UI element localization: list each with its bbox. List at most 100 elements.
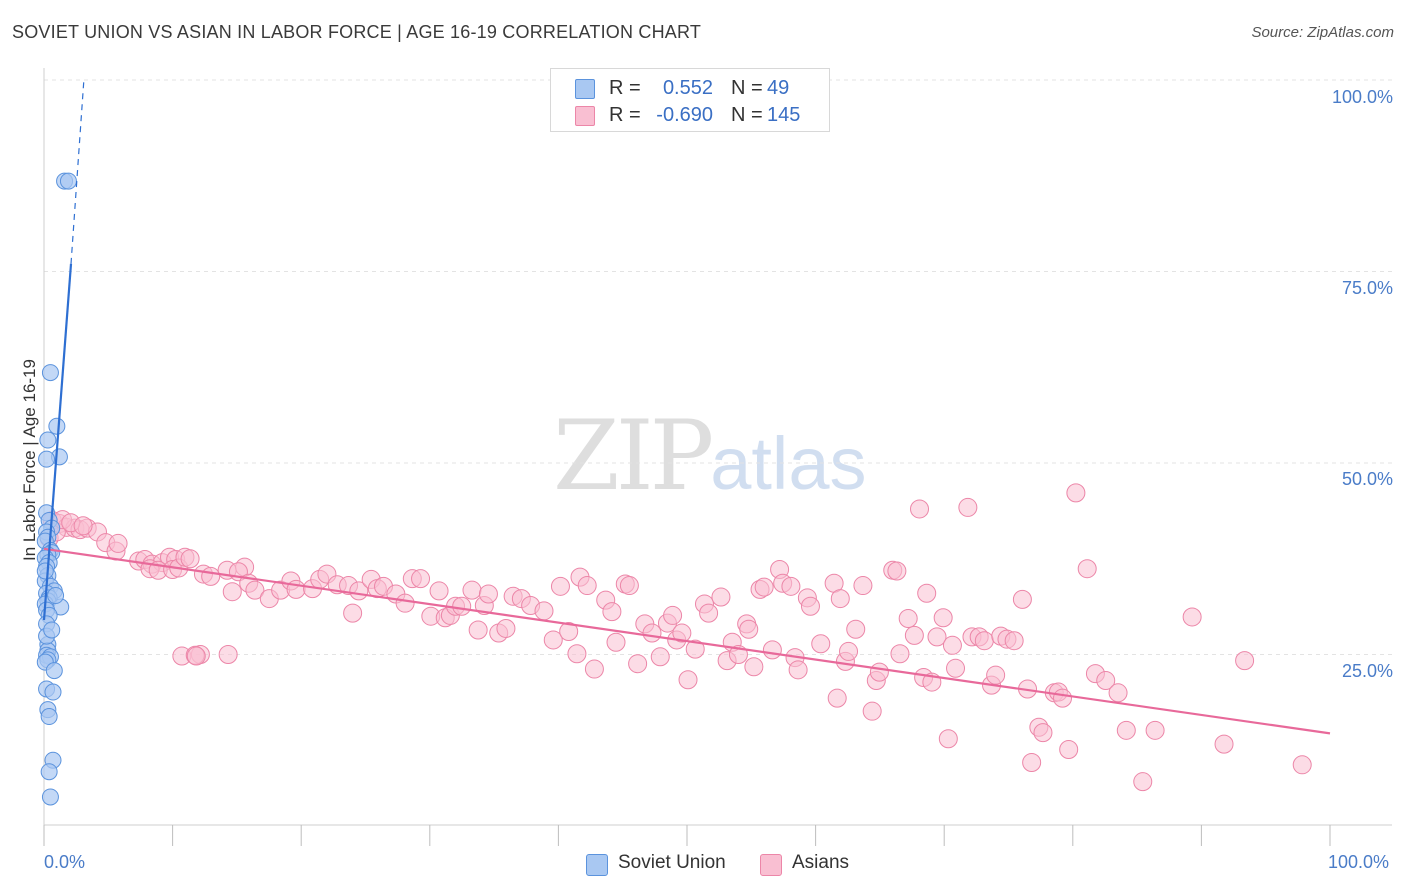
x-tick-label-min: 0.0% <box>44 852 86 872</box>
asian-point <box>619 576 639 596</box>
soviet-point <box>38 450 56 468</box>
legend-n-value: 49 <box>767 77 790 99</box>
asian-point <box>559 622 579 642</box>
asian-point <box>577 576 597 596</box>
asian-point <box>218 645 238 664</box>
asian-point <box>927 627 947 647</box>
soviet-point <box>48 417 66 435</box>
asian-point <box>986 665 1006 685</box>
y-tick-label-100: 100.0% <box>1331 87 1393 107</box>
asian-point <box>946 658 966 678</box>
asian-point <box>788 660 808 680</box>
legend-r-label: R = <box>609 104 641 126</box>
asian-point <box>1235 651 1255 671</box>
asian-point <box>830 589 850 609</box>
asian-point <box>685 639 705 659</box>
soviet-point <box>45 662 63 680</box>
asian-point <box>762 640 782 660</box>
asian-point <box>800 596 820 616</box>
asian-point <box>890 644 910 664</box>
asian-point <box>186 646 206 666</box>
asian-point <box>343 603 363 623</box>
asian-point <box>678 670 698 690</box>
x-tick-label-max: 100.0% <box>1328 852 1390 872</box>
asian-point <box>739 619 759 639</box>
asian-point <box>108 533 128 553</box>
axes <box>43 68 1392 846</box>
asian-point <box>1066 483 1086 503</box>
asian-point <box>1116 720 1136 740</box>
soviet-point <box>41 788 59 806</box>
legend-n-value: 145 <box>767 104 801 126</box>
legend-n-label: N = <box>731 77 763 99</box>
asian-point <box>699 603 719 623</box>
y-tick-label-25: 25.0% <box>1341 661 1393 681</box>
asian-point <box>958 497 978 517</box>
asian-point <box>429 581 449 601</box>
asian-trend-line <box>43 547 1331 735</box>
asian-point <box>1182 607 1202 627</box>
asian-point <box>478 584 498 604</box>
asian-point <box>869 662 889 682</box>
asian-point <box>201 566 221 586</box>
asian-point <box>672 623 692 643</box>
soviet-point <box>40 708 58 726</box>
watermark-zip: ZIP <box>553 400 714 512</box>
asian-point <box>846 619 866 639</box>
bottom-legend-swatch-soviet <box>586 854 608 876</box>
asian-point <box>1022 753 1042 773</box>
asian-point <box>1133 772 1153 792</box>
asian-point <box>711 587 731 607</box>
asian-point <box>395 593 415 613</box>
asian-point <box>974 631 994 651</box>
asian-point <box>1292 755 1312 775</box>
legend-r-value: -0.690 <box>656 104 713 126</box>
asian-point <box>1214 734 1234 754</box>
asian-point <box>567 644 587 664</box>
asian-point <box>452 596 472 616</box>
bottom-legend-label-soviet: Soviet Union <box>618 852 726 873</box>
asian-point <box>1012 589 1032 609</box>
asian-point <box>917 583 937 603</box>
asian-point <box>180 549 200 569</box>
soviet-trend-extension <box>70 79 85 264</box>
asian-point <box>811 634 831 654</box>
soviet-point <box>47 587 65 605</box>
asian-point <box>606 632 626 652</box>
asian-point <box>853 576 873 596</box>
correlation-legend: R = 0.552 N = 49 R = -0.690 N = 145 <box>550 68 830 132</box>
asian-point <box>827 688 847 708</box>
asian-point <box>898 608 918 628</box>
asian-point <box>1053 688 1073 708</box>
asian-point <box>744 657 764 677</box>
source-label: Source: ZipAtlas.com <box>1251 24 1394 41</box>
legend-r-label: R = <box>609 77 641 99</box>
y-tick-label-75: 75.0% <box>1341 278 1393 298</box>
soviet-point <box>44 683 62 701</box>
asian-point <box>862 701 882 721</box>
chart-title: SOVIET UNION VS ASIAN IN LABOR FORCE | A… <box>12 22 702 42</box>
asian-point <box>781 576 801 596</box>
soviet-point <box>43 621 61 639</box>
trend-lines <box>42 79 1331 735</box>
bottom-legend-swatch-asian <box>760 854 782 876</box>
asian-point <box>1145 720 1165 740</box>
asian-point <box>904 625 924 645</box>
asian-point <box>468 620 488 640</box>
legend-r-value: 0.552 <box>662 77 713 99</box>
asian-point <box>663 605 683 625</box>
asian-point <box>550 576 570 596</box>
soviet-point <box>39 431 57 449</box>
asian-point <box>642 623 662 643</box>
asian-point <box>534 601 554 621</box>
y-axis-label: In Labor Force | Age 16-19 <box>20 359 39 561</box>
asian-point <box>543 630 563 650</box>
soviet-point <box>59 172 77 190</box>
asian-point <box>839 641 859 661</box>
legend-n-label: N = <box>731 104 763 126</box>
asian-point <box>1096 671 1116 691</box>
asian-point <box>73 516 93 536</box>
legend-row-soviet: R = 0.552 N = 49 <box>551 75 829 101</box>
bottom-legend-label-asian: Asians <box>792 852 850 873</box>
